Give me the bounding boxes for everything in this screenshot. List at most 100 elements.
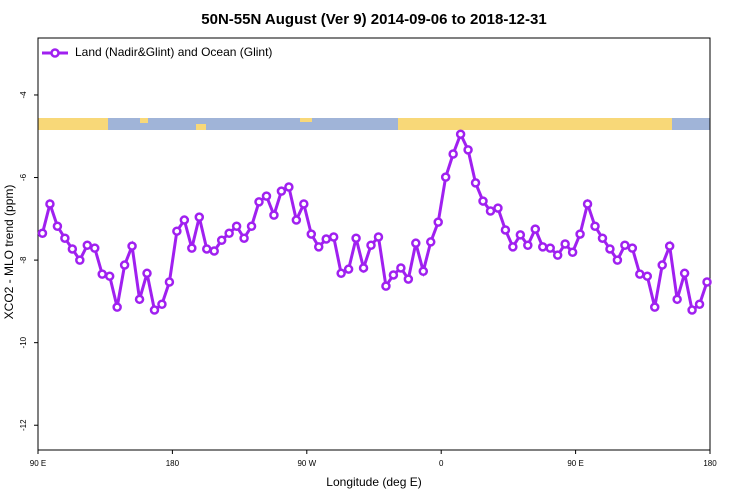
- data-point: [657, 260, 667, 270]
- y-tick-label: -10: [19, 336, 28, 348]
- data-point: [679, 268, 690, 279]
- data-point: [627, 243, 638, 253]
- data-point: [157, 299, 167, 310]
- data-point: [358, 263, 369, 273]
- data-point: [172, 226, 182, 236]
- data-point: [470, 178, 481, 188]
- data-point: [276, 186, 287, 196]
- data-point: [396, 263, 406, 273]
- data-point: [37, 228, 48, 239]
- y-tick-label: -12: [19, 419, 28, 431]
- x-axis-label: Longitude (deg E): [326, 475, 421, 489]
- data-point: [201, 244, 212, 254]
- data-point: [552, 250, 563, 260]
- data-point: [209, 246, 219, 256]
- data-point: [523, 240, 533, 250]
- data-point: [224, 228, 234, 239]
- data-point: [440, 172, 451, 182]
- data-point: [672, 294, 682, 305]
- data-point: [142, 268, 152, 279]
- data-point: [261, 191, 272, 201]
- data-point: [284, 182, 294, 192]
- x-tick-label: 0: [439, 459, 444, 468]
- data-point: [187, 243, 197, 253]
- data-point: [60, 233, 70, 243]
- data-point: [351, 233, 361, 243]
- data-point: [664, 241, 675, 251]
- x-tick-label: 90 E: [30, 459, 46, 468]
- data-point: [179, 215, 190, 225]
- data-point: [418, 266, 429, 276]
- data-point: [411, 238, 421, 248]
- data-point: [381, 281, 391, 291]
- data-point: [45, 199, 55, 209]
- data-point: [75, 255, 85, 265]
- data-point: [313, 242, 324, 252]
- data-point: [649, 302, 660, 312]
- x-tick-label: 90 E: [567, 459, 583, 468]
- data-point: [575, 229, 585, 239]
- y-tick-label: -8: [19, 256, 28, 264]
- data-point: [455, 129, 466, 139]
- data-point: [642, 271, 653, 281]
- data-point: [620, 240, 630, 250]
- data-point: [508, 242, 518, 252]
- land-ocean-band: [38, 118, 710, 130]
- data-point: [388, 270, 399, 280]
- data-point: [530, 224, 541, 234]
- data-point: [254, 197, 264, 207]
- data-point: [403, 274, 414, 284]
- data-point: [164, 277, 175, 287]
- data-point: [373, 232, 384, 242]
- data-point: [321, 234, 331, 244]
- data-point: [67, 244, 78, 254]
- data-point: [605, 244, 615, 254]
- plot-frame: [37, 37, 711, 451]
- y-tick-label: -4: [19, 91, 28, 99]
- data-point: [239, 233, 249, 243]
- x-tick-label: 180: [703, 459, 717, 468]
- data-point: [567, 247, 578, 258]
- data-point: [463, 145, 473, 155]
- data-point: [694, 299, 705, 310]
- data-point: [119, 260, 130, 270]
- data-point: [612, 255, 623, 265]
- data-point: [269, 210, 279, 220]
- data-point: [448, 149, 458, 159]
- series-line: [41, 130, 709, 313]
- data-point: [112, 302, 122, 312]
- data-point: [97, 269, 107, 279]
- data-point: [343, 264, 354, 274]
- data-point: [537, 242, 548, 252]
- data-point: [478, 196, 488, 206]
- legend-marker: [50, 48, 60, 58]
- data-point: [493, 203, 503, 213]
- data-point: [299, 199, 309, 209]
- data-point: [687, 305, 697, 315]
- data-point: [306, 229, 317, 239]
- data-point: [336, 268, 346, 279]
- data-point: [590, 221, 600, 231]
- data-point: [104, 271, 115, 281]
- data-point: [582, 199, 593, 209]
- data-point: [560, 239, 570, 249]
- data-point: [485, 206, 496, 216]
- data-point: [82, 240, 93, 250]
- y-tick-label: -6: [19, 173, 28, 181]
- data-point: [515, 230, 526, 240]
- chart-title: 50N-55N August (Ver 9) 2014-09-06 to 201…: [201, 11, 546, 28]
- data-point: [246, 221, 257, 231]
- data-point: [702, 277, 712, 287]
- data-point: [328, 232, 339, 242]
- data-point: [545, 243, 555, 253]
- data-point: [291, 215, 302, 225]
- data-point: [635, 269, 645, 279]
- data-point: [597, 233, 608, 243]
- data-point: [127, 241, 137, 251]
- data-point: [425, 237, 436, 247]
- data-point: [231, 221, 242, 231]
- data-point: [52, 221, 63, 231]
- data-point: [500, 225, 511, 235]
- x-tick-label: 180: [166, 459, 180, 468]
